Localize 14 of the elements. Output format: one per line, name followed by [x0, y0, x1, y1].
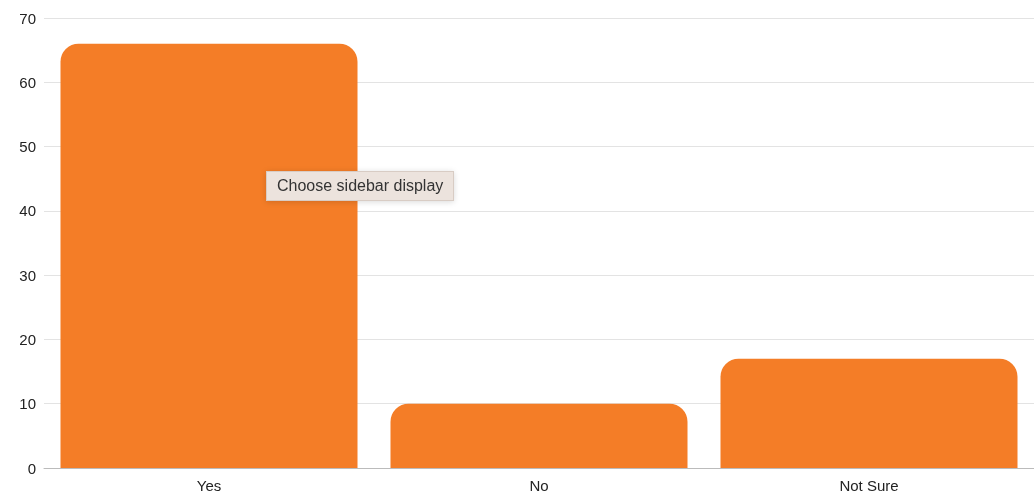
y-tick-label: 0	[27, 459, 36, 477]
annotation: Choose sidebar display	[266, 171, 455, 201]
x-tick-label: No	[529, 477, 549, 493]
y-tick-label: 50	[19, 138, 36, 156]
x-tick-label: Yes	[196, 477, 222, 493]
y-tick-label: 10	[19, 395, 36, 413]
y-tick-label: 70	[19, 9, 36, 27]
y-tick-label: 20	[19, 330, 36, 348]
y-tick-label: 30	[19, 266, 36, 284]
x-tick-label: Not Sure	[839, 477, 899, 493]
bar	[390, 403, 688, 468]
y-tick-label: 60	[19, 73, 36, 91]
bar	[720, 358, 1018, 468]
y-tick-label: 40	[19, 202, 36, 220]
